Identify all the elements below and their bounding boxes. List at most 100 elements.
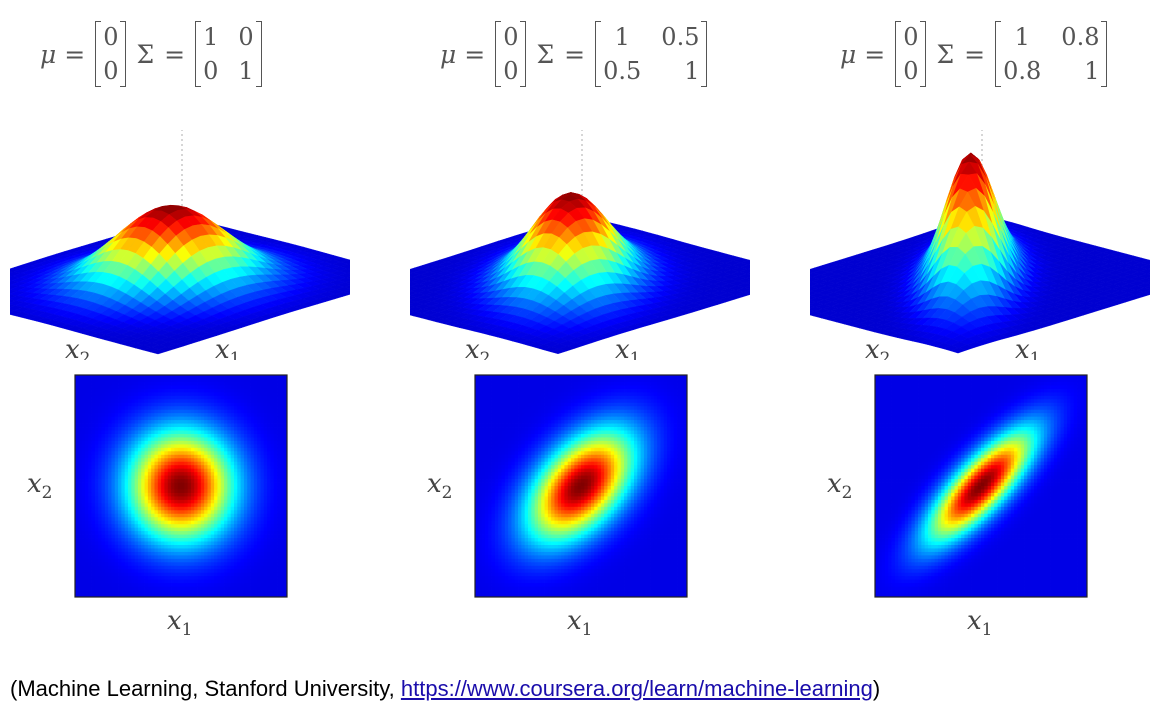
- heatmap-cell: [277, 378, 281, 383]
- heatmap-cell: [243, 430, 248, 435]
- heatmap-cell: [177, 499, 182, 504]
- heatmap-cell: [108, 437, 112, 442]
- heatmap-cell: [224, 468, 228, 473]
- heatmap-cell: [98, 544, 102, 549]
- heatmap-cell: [137, 531, 142, 535]
- heatmap-cell: [124, 593, 129, 598]
- heatmap-cell: [111, 447, 116, 452]
- heatmap-cell: [91, 451, 96, 456]
- heatmap-cell: [121, 458, 126, 463]
- heatmap-cell: [137, 413, 142, 418]
- heatmap-cell: [190, 444, 195, 449]
- heatmap-cell: [141, 551, 145, 556]
- heatmap-cell: [171, 475, 175, 480]
- heatmap-cell: [101, 520, 106, 525]
- heatmap-cell: [131, 451, 136, 456]
- heatmap-cell: [154, 520, 159, 525]
- heatmap-cell: [147, 586, 152, 591]
- heatmap-cell: [253, 544, 258, 549]
- heatmap-cell: [200, 399, 205, 404]
- heatmap-cell: [234, 513, 238, 518]
- heatmap-cell: [240, 513, 245, 518]
- heatmap-cell: [250, 378, 255, 383]
- heatmap-cell: [240, 569, 245, 574]
- heatmap-cell: [243, 499, 248, 504]
- heatmap-cell: [94, 524, 99, 529]
- heatmap-cell: [240, 586, 245, 591]
- heatmap-cell: [161, 531, 165, 535]
- heatmap-cell: [131, 541, 136, 546]
- heatmap-cell: [194, 433, 198, 438]
- heatmap-cell: [230, 437, 235, 442]
- heatmap-cell: [75, 409, 79, 414]
- heatmap-cell: [267, 444, 271, 449]
- heatmap-cell: [253, 427, 258, 431]
- heatmap-cell: [267, 520, 271, 525]
- heatmap-cell: [111, 402, 116, 407]
- heatmap-cell: [124, 416, 129, 421]
- heatmap-cell: [224, 527, 228, 532]
- heatmap-cell: [91, 541, 96, 546]
- heatmap-cell: [151, 541, 155, 546]
- heatmap-cell: [181, 416, 185, 421]
- heatmap-cell: [250, 482, 255, 487]
- heatmap-cell: [257, 506, 261, 511]
- heatmap-cell: [234, 433, 238, 438]
- heatmap-cell: [78, 406, 83, 411]
- heatmap-cell: [234, 402, 238, 407]
- heatmap-cell: [111, 555, 116, 560]
- heatmap-cell: [131, 558, 136, 563]
- heatmap-cell: [227, 416, 232, 421]
- heatmap-cell: [137, 465, 142, 470]
- heatmap-cell: [204, 538, 208, 542]
- heatmap-cell: [220, 454, 225, 459]
- heatmap-cell: [124, 378, 129, 383]
- heatmap-cell: [88, 454, 92, 459]
- heatmap-cell: [237, 392, 242, 397]
- heatmap-cell: [114, 562, 119, 567]
- heatmap-cell: [260, 479, 265, 483]
- heatmap-cell: [187, 440, 192, 445]
- heatmap-cell: [181, 447, 185, 452]
- heatmap-cell: [121, 579, 126, 584]
- heatmap-cell: [111, 392, 116, 397]
- heatmap-cell: [177, 544, 182, 549]
- heatmap-cell: [78, 451, 83, 456]
- heatmap-cell: [181, 465, 185, 470]
- heatmap-cell: [101, 430, 106, 435]
- heatmap-cell: [257, 534, 261, 539]
- heatmap-cell: [88, 541, 92, 546]
- heatmap-cell: [164, 517, 169, 522]
- heatmap-cell: [260, 569, 265, 574]
- heatmap-cell: [171, 569, 175, 574]
- heatmap-cell: [187, 444, 192, 449]
- heatmap-cell: [197, 593, 202, 598]
- heatmap-cell: [230, 534, 235, 539]
- heatmap-cell: [184, 538, 189, 542]
- heatmap-cell: [194, 548, 198, 553]
- heatmap-cell: [273, 430, 278, 435]
- heatmap-cell: [234, 392, 238, 397]
- heatmap-cell: [121, 489, 126, 494]
- heatmap-cell: [108, 486, 112, 490]
- heatmap-cell: [194, 593, 198, 598]
- heatmap-cell: [267, 420, 271, 424]
- heatmap-cell: [128, 496, 132, 501]
- heatmap-cell: [263, 503, 268, 508]
- heatmap-cell: [260, 447, 265, 452]
- heatmap-cell: [137, 399, 142, 404]
- heatmap-cell: [283, 496, 288, 501]
- heatmap-cell: [91, 486, 96, 490]
- heatmap-cell: [207, 416, 212, 421]
- heatmap-cell: [217, 416, 222, 421]
- heatmap-cell: [108, 447, 112, 452]
- heatmap-cell: [157, 572, 162, 577]
- surface-facet: [10, 294, 18, 299]
- heatmap-cell: [108, 492, 112, 497]
- heatmap-cell: [181, 583, 185, 587]
- heatmap-cell: [147, 468, 152, 473]
- heatmap-cell: [234, 496, 238, 501]
- heatmap-cell: [131, 517, 136, 522]
- heatmap-cell: [101, 468, 106, 473]
- heatmap-cell: [224, 440, 228, 445]
